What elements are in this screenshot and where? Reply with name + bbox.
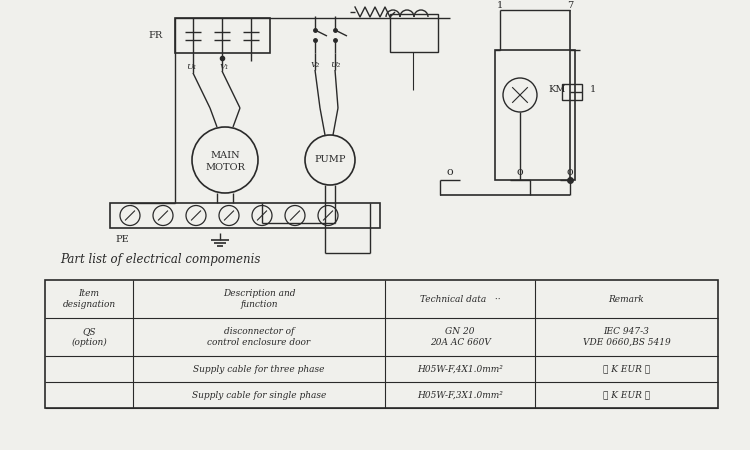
Circle shape <box>219 206 239 225</box>
Text: MAIN: MAIN <box>210 150 240 159</box>
Bar <box>495 50 575 180</box>
Text: o: o <box>567 167 573 177</box>
Text: Remark: Remark <box>609 294 644 303</box>
Text: FR: FR <box>148 31 163 40</box>
Text: Technical data   ··: Technical data ·· <box>420 294 500 303</box>
Bar <box>175 18 270 53</box>
Text: Description and
function: Description and function <box>223 289 296 309</box>
Bar <box>390 14 438 52</box>
Circle shape <box>252 206 272 225</box>
Text: GN 20
20A AC 660V: GN 20 20A AC 660V <box>430 327 490 346</box>
Text: PE: PE <box>116 235 129 244</box>
Bar <box>110 203 380 228</box>
Bar <box>45 280 718 408</box>
Text: KM: KM <box>548 86 566 94</box>
Text: o: o <box>517 167 524 177</box>
Circle shape <box>153 206 173 225</box>
Bar <box>562 84 582 100</box>
Text: o: o <box>447 167 453 177</box>
Circle shape <box>503 78 537 112</box>
Text: 1: 1 <box>496 0 503 9</box>
Text: Supply cable for single phase: Supply cable for single phase <box>192 391 326 400</box>
Text: H05W-F,4X1.0mm²: H05W-F,4X1.0mm² <box>417 364 503 373</box>
Text: V₂: V₂ <box>310 61 320 69</box>
Text: U₂: U₂ <box>330 61 340 69</box>
Circle shape <box>318 206 338 225</box>
Circle shape <box>120 206 140 225</box>
Text: H05W-F,3X1.0mm²: H05W-F,3X1.0mm² <box>417 391 503 400</box>
Circle shape <box>285 206 305 225</box>
Text: MOTOR: MOTOR <box>205 162 245 171</box>
Text: ⚠ K EUR ⓢ: ⚠ K EUR ⓢ <box>603 391 650 400</box>
Text: V₁: V₁ <box>219 63 229 71</box>
Text: 7: 7 <box>567 0 573 9</box>
Text: 1: 1 <box>590 86 596 94</box>
Circle shape <box>186 206 206 225</box>
Text: disconnector of
control enclosure door: disconnector of control enclosure door <box>208 327 310 346</box>
Text: U₁: U₁ <box>186 63 196 71</box>
Text: Item
designation: Item designation <box>62 289 116 309</box>
Circle shape <box>305 135 355 185</box>
Circle shape <box>192 127 258 193</box>
Text: QS
(option): QS (option) <box>71 327 106 347</box>
Text: PUMP: PUMP <box>314 156 346 165</box>
Text: Part list of electrical compomenis: Part list of electrical compomenis <box>60 253 260 266</box>
Text: ⚠ K EUR ⓢ: ⚠ K EUR ⓢ <box>603 364 650 373</box>
Text: IEC 947-3
VDE 0660,BS 5419: IEC 947-3 VDE 0660,BS 5419 <box>583 327 670 346</box>
Text: Supply cable for three phase: Supply cable for three phase <box>194 364 325 373</box>
